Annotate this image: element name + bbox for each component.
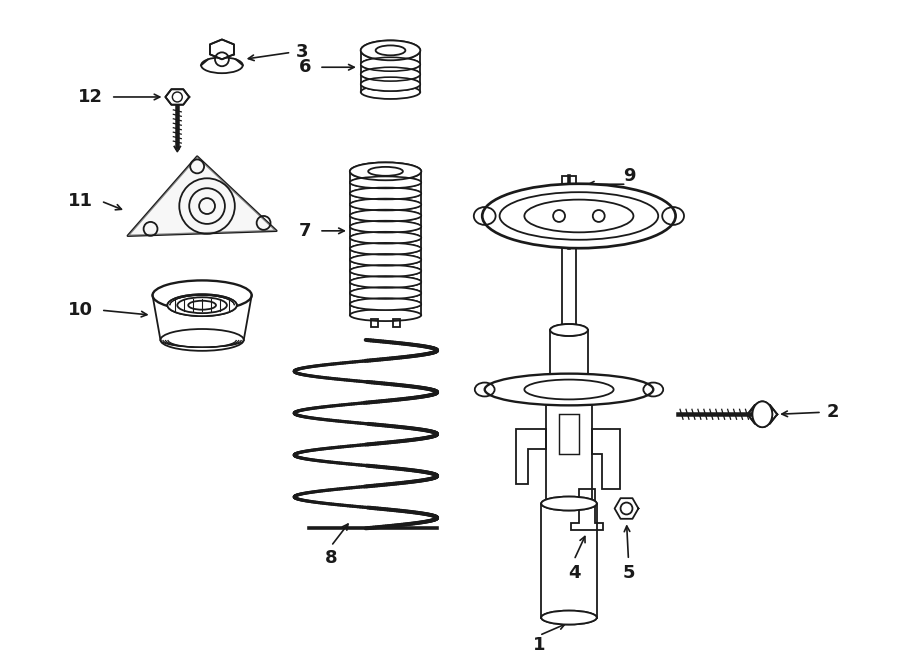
Text: 12: 12 [78, 88, 103, 106]
Ellipse shape [350, 188, 421, 200]
Polygon shape [210, 40, 234, 59]
Text: 6: 6 [299, 58, 311, 76]
Text: 9: 9 [624, 167, 636, 185]
Text: 5: 5 [622, 564, 634, 582]
Ellipse shape [361, 40, 420, 60]
Ellipse shape [201, 58, 243, 73]
Ellipse shape [350, 221, 421, 233]
Ellipse shape [361, 58, 420, 71]
Text: 10: 10 [68, 301, 93, 319]
Text: 8: 8 [325, 549, 338, 567]
Ellipse shape [541, 611, 597, 625]
Ellipse shape [485, 373, 653, 405]
Polygon shape [128, 157, 276, 236]
Ellipse shape [350, 254, 421, 266]
Polygon shape [166, 89, 189, 104]
Text: 11: 11 [68, 192, 93, 210]
Ellipse shape [350, 163, 421, 180]
Polygon shape [748, 405, 778, 424]
Ellipse shape [752, 401, 772, 427]
Ellipse shape [350, 265, 421, 277]
Ellipse shape [550, 324, 588, 336]
Ellipse shape [350, 243, 421, 254]
Ellipse shape [350, 298, 421, 310]
Ellipse shape [167, 294, 237, 316]
Ellipse shape [350, 210, 421, 221]
Ellipse shape [361, 67, 420, 81]
Ellipse shape [361, 77, 420, 91]
Ellipse shape [482, 184, 676, 248]
Text: 2: 2 [827, 403, 840, 421]
Ellipse shape [350, 232, 421, 244]
Text: 7: 7 [299, 222, 311, 240]
Text: 4: 4 [568, 564, 580, 582]
Ellipse shape [350, 287, 421, 299]
Ellipse shape [350, 276, 421, 288]
Ellipse shape [350, 176, 421, 188]
Text: 3: 3 [296, 44, 309, 61]
Ellipse shape [350, 198, 421, 210]
Text: 1: 1 [533, 637, 545, 654]
Ellipse shape [541, 496, 597, 510]
